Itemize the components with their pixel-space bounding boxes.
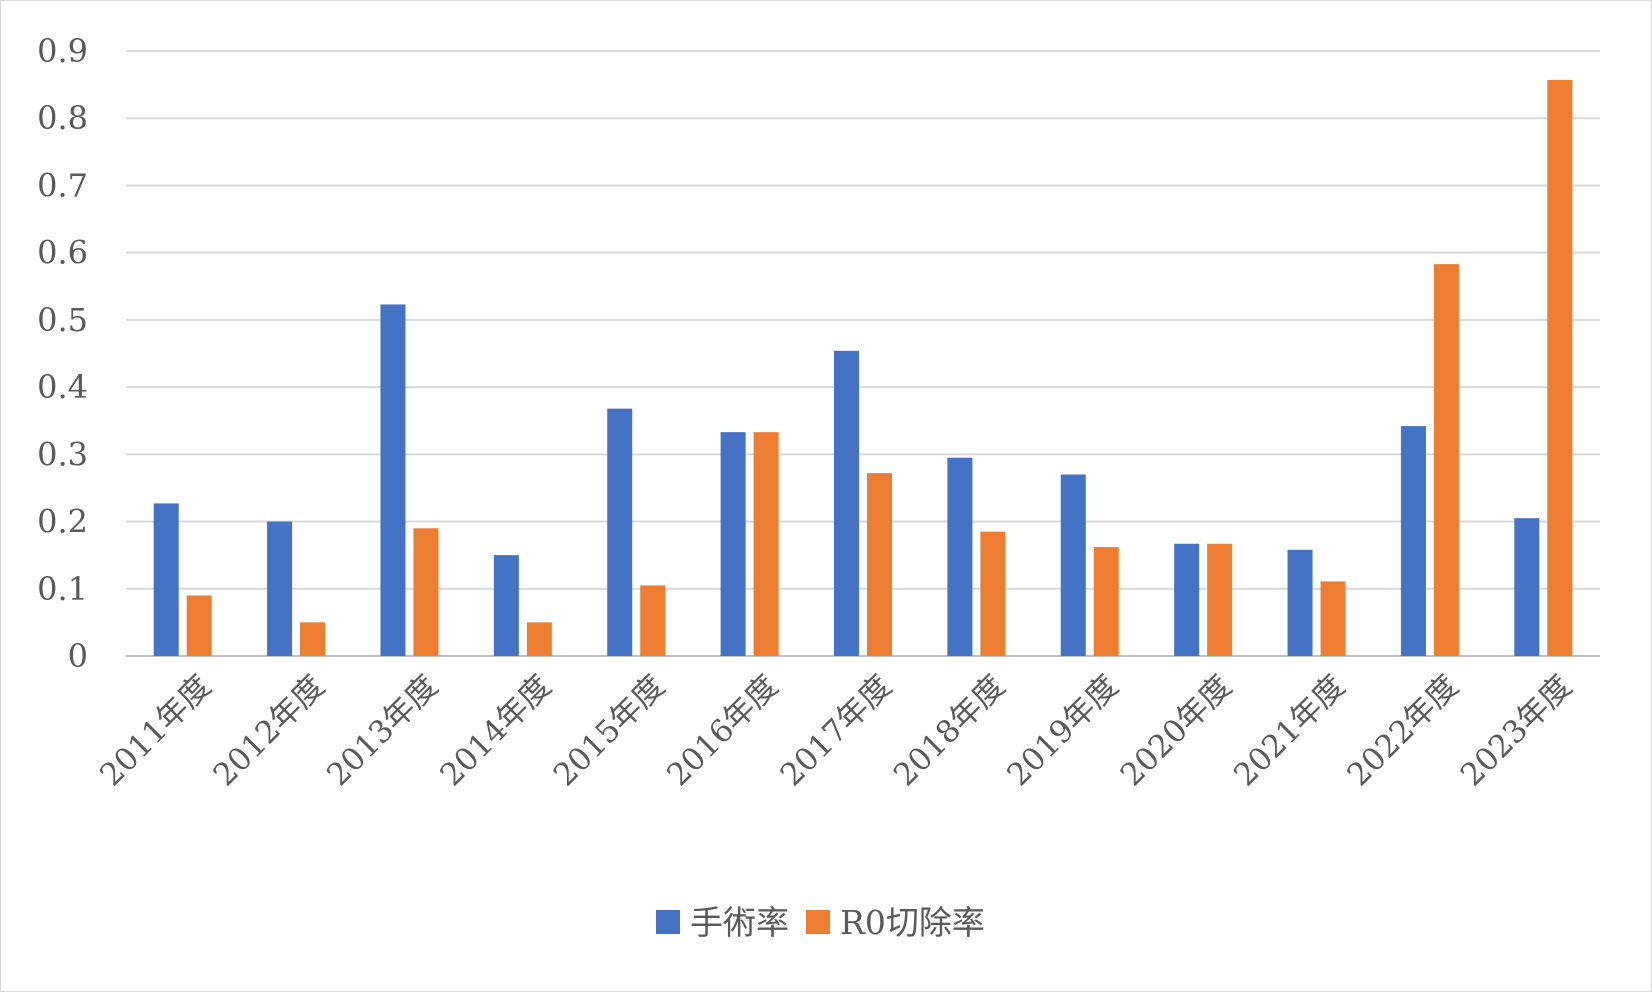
bar-surgery-rate (153, 503, 179, 656)
y-tick-label: 0.5 (37, 301, 88, 339)
bar-surgery-rate (380, 304, 406, 656)
y-tick-label: 0.8 (37, 99, 88, 137)
y-tick-label: 0.1 (37, 570, 88, 608)
legend-swatch-surgery-rate (656, 910, 680, 934)
bar-r0-resection-rate (300, 622, 326, 656)
y-tick-label: 0.9 (37, 32, 88, 70)
bar-r0-resection-rate (1433, 264, 1459, 656)
x-tick-label: 2023年度 (1454, 668, 1579, 793)
bar-r0-resection-rate (753, 432, 779, 656)
x-tick-label: 2012年度 (207, 668, 332, 793)
bar-surgery-rate (1400, 426, 1426, 656)
x-tick-label: 2011年度 (93, 668, 218, 793)
bar-r0-resection-rate (1093, 547, 1119, 656)
bar-r0-resection-rate (1547, 79, 1573, 656)
x-tick-label: 2020年度 (1114, 668, 1239, 793)
x-tick-label: 2016年度 (660, 668, 785, 793)
x-tick-label: 2017年度 (774, 668, 899, 793)
legend-label-surgery-rate: 手術率 (690, 903, 789, 942)
x-tick-label: 2018年度 (887, 668, 1012, 793)
y-tick-label: 0 (68, 637, 88, 675)
y-tick-label: 0.7 (37, 166, 88, 204)
bar-surgery-rate (720, 432, 746, 656)
bar-r0-resection-rate (867, 473, 892, 656)
bar-surgery-rate (1174, 543, 1200, 656)
bar-surgery-rate (607, 408, 633, 656)
x-tick-label: 2019年度 (1000, 668, 1125, 793)
bar-surgery-rate (947, 457, 973, 656)
bar-surgery-rate (1514, 518, 1540, 656)
bar-r0-resection-rate (526, 622, 552, 656)
y-tick-label: 0.4 (37, 368, 88, 406)
x-tick-label: 2013年度 (320, 668, 445, 793)
bar-r0-resection-rate (640, 585, 666, 656)
bar-surgery-rate (834, 350, 859, 656)
bar-r0-resection-rate (413, 528, 439, 656)
bar-r0-resection-rate (1320, 581, 1346, 656)
bar-surgery-rate (493, 555, 519, 656)
x-tick-label: 2022年度 (1340, 668, 1465, 793)
bar-surgery-rate (1287, 549, 1313, 656)
x-tick-label: 2015年度 (547, 668, 672, 793)
y-tick-label: 0.3 (37, 435, 88, 473)
y-tick-label: 0.2 (37, 503, 88, 541)
legend-swatch-r0-resection-rate (806, 910, 830, 934)
bar-r0-resection-rate (186, 595, 212, 656)
y-tick-label: 0.6 (37, 234, 88, 272)
bar-surgery-rate (267, 521, 293, 656)
legend-label-r0-resection-rate: R0切除率 (840, 903, 985, 942)
bar-r0-resection-rate (980, 531, 1006, 656)
bar-surgery-rate (1060, 474, 1086, 656)
bar-r0-resection-rate (1207, 543, 1233, 656)
x-tick-label: 2021年度 (1227, 668, 1352, 793)
x-tick-label: 2014年度 (433, 668, 558, 793)
